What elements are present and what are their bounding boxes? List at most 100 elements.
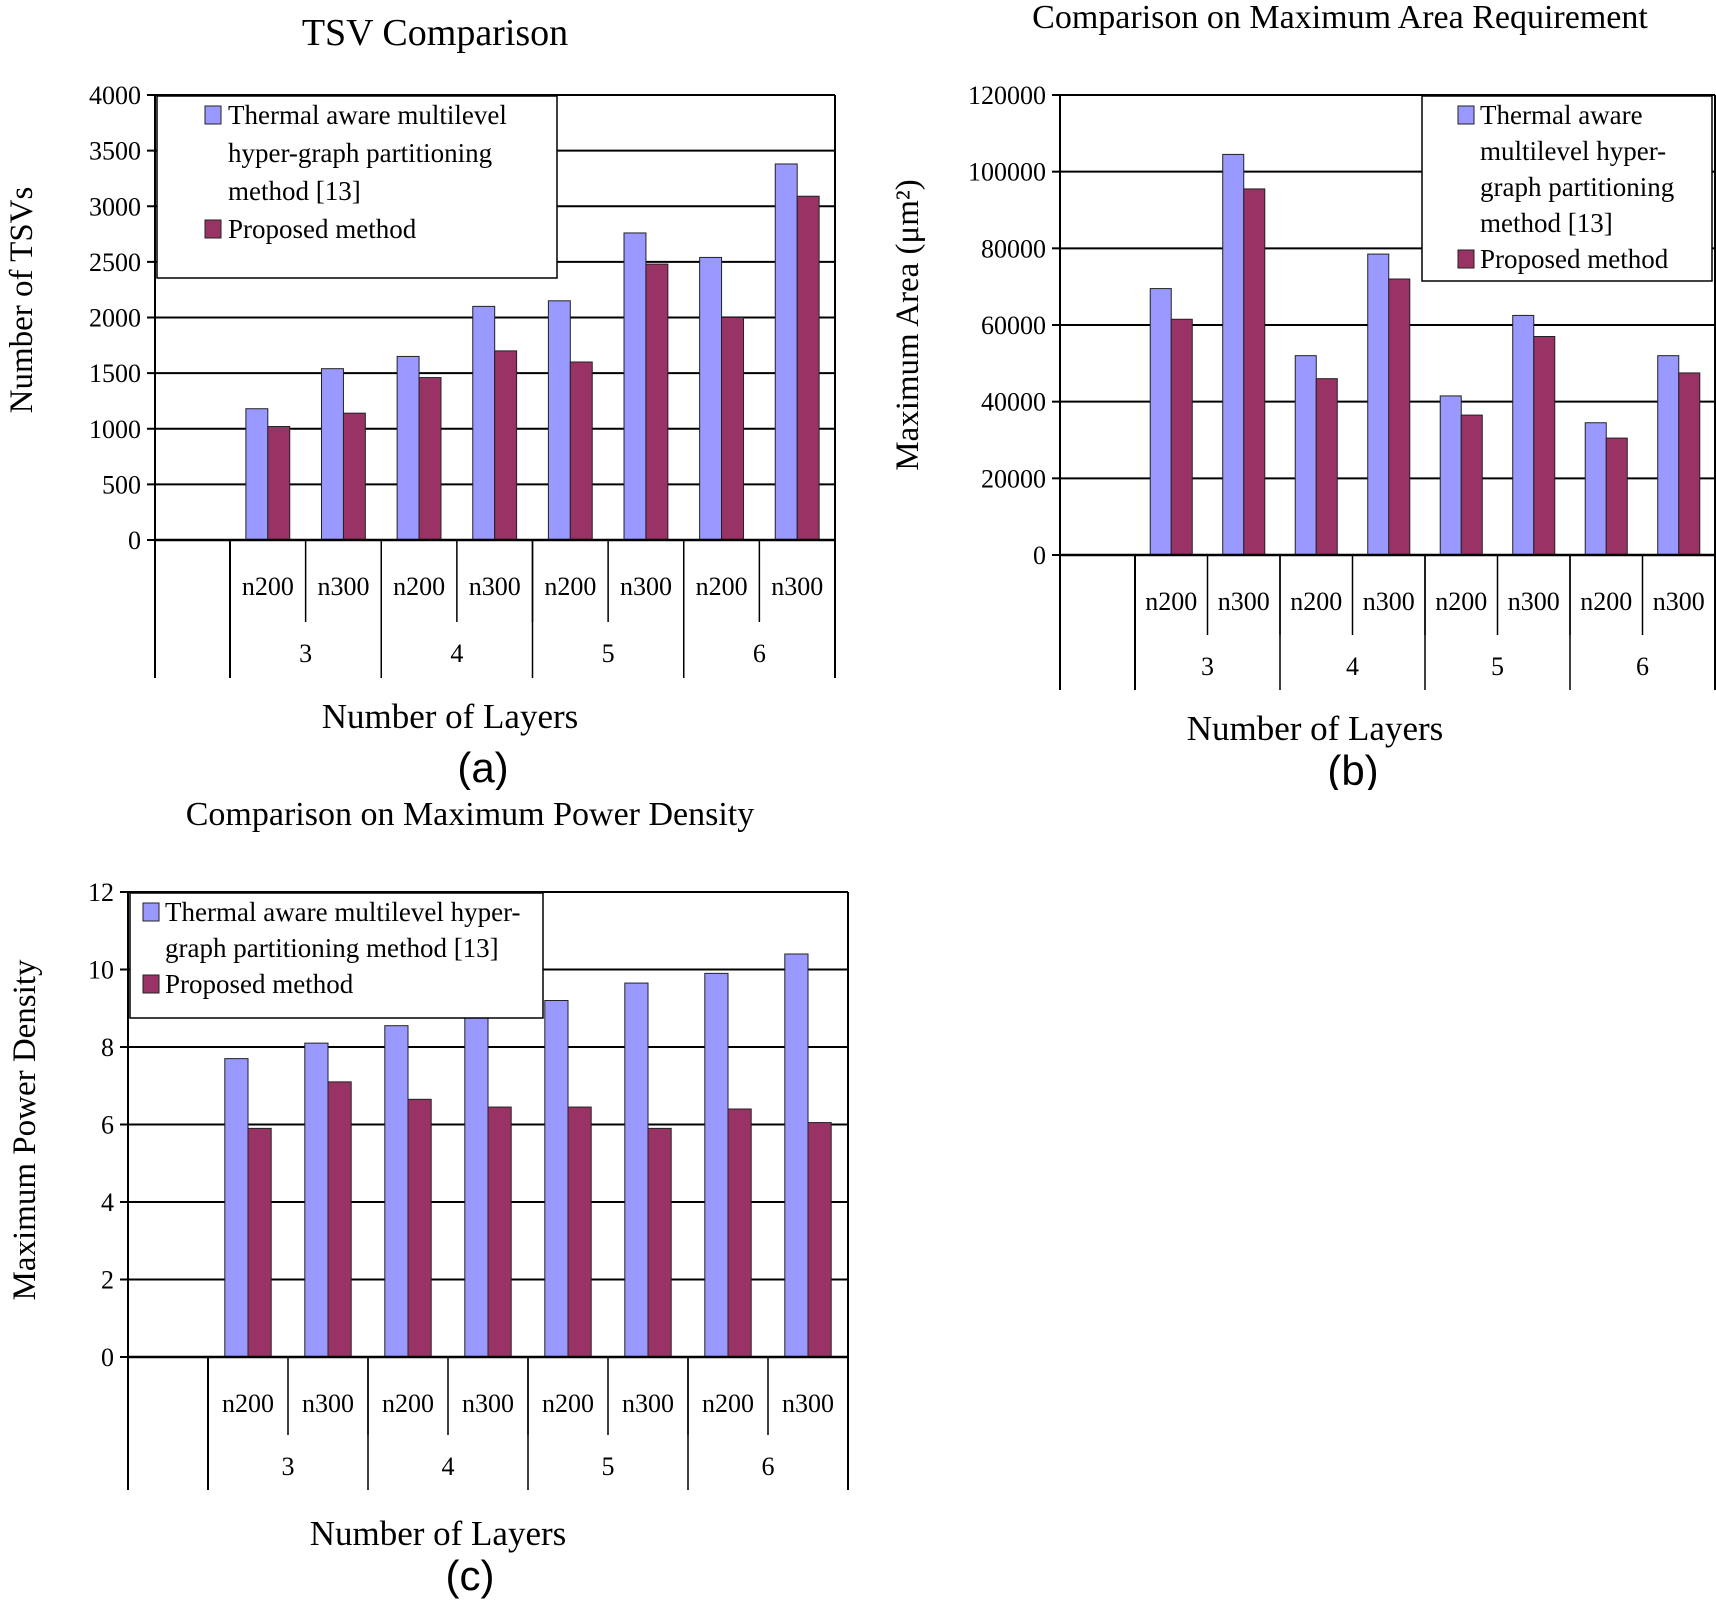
y-tick-label: 2 bbox=[101, 1266, 114, 1295]
x-category-label: n200 bbox=[382, 1389, 434, 1418]
legend-text: Proposed method bbox=[228, 214, 417, 244]
x-group-label: 3 bbox=[299, 639, 312, 668]
x-category-label: n200 bbox=[1290, 587, 1342, 616]
x-category-label: n200 bbox=[1580, 587, 1632, 616]
x-category-label: n300 bbox=[771, 572, 823, 601]
legend-text: hyper-graph partitioning bbox=[228, 138, 492, 168]
legend-text: graph partitioning bbox=[1480, 172, 1674, 202]
legend-swatch-series-1 bbox=[1457, 105, 1475, 125]
bar-series-1 bbox=[224, 1058, 249, 1358]
y-tick-label: 100000 bbox=[968, 158, 1046, 187]
legend-text: Thermal aware multilevel bbox=[228, 100, 507, 130]
bar-series-2 bbox=[1533, 336, 1556, 556]
y-axis-label: Maximum Power Density bbox=[7, 959, 43, 1300]
chart-a: TSV Comparison40003500300025002000150010… bbox=[4, 12, 836, 790]
x-group-label: 5 bbox=[602, 1452, 615, 1481]
legend-text: method [13] bbox=[228, 176, 361, 206]
chart-b: Comparison on Maximum Area Requirement 12… bbox=[890, 0, 1716, 790]
bar-series-2 bbox=[487, 1106, 512, 1358]
chart-title: Comparison on Maximum Area Requirement bbox=[1032, 0, 1648, 36]
bar-series-1 bbox=[547, 300, 571, 541]
bar-series-2 bbox=[327, 1081, 352, 1358]
bar-series-1 bbox=[304, 1042, 329, 1358]
bar-series-2 bbox=[647, 1127, 672, 1358]
bar-series-2 bbox=[727, 1108, 752, 1358]
x-category-label: n300 bbox=[317, 572, 369, 601]
legend-text: Thermal aware bbox=[1480, 100, 1643, 130]
y-axis-label: Maximum Area (μm²) bbox=[890, 179, 926, 471]
bar-series-2 bbox=[418, 377, 442, 541]
bar-series-1 bbox=[544, 1000, 569, 1358]
bar-series-2 bbox=[407, 1098, 432, 1358]
x-category-label: n300 bbox=[302, 1389, 354, 1418]
x-category-label: n200 bbox=[702, 1389, 754, 1418]
legend-box bbox=[129, 892, 544, 1019]
x-category-label: n200 bbox=[1435, 587, 1487, 616]
x-category-label: n200 bbox=[393, 572, 445, 601]
bar-series-1 bbox=[1149, 288, 1172, 556]
legend-swatch-series-1 bbox=[142, 902, 160, 922]
y-tick-label: 60000 bbox=[981, 311, 1046, 340]
y-tick-label: 120000 bbox=[968, 81, 1046, 110]
bar-series-2 bbox=[1460, 414, 1483, 556]
legend-text: Proposed method bbox=[1480, 244, 1669, 274]
chart-title: Comparison on Maximum Power Density bbox=[186, 796, 755, 833]
bar-series-2 bbox=[569, 361, 593, 541]
bar-series-2 bbox=[1678, 372, 1701, 556]
legend-swatch-series-2 bbox=[204, 219, 222, 239]
bar-series-2 bbox=[721, 317, 744, 541]
y-tick-label: 20000 bbox=[981, 464, 1046, 493]
y-tick-label: 6 bbox=[101, 1111, 114, 1140]
y-tick-label: 0 bbox=[1033, 541, 1046, 570]
bar-series-1 bbox=[623, 232, 647, 541]
x-category-label: n300 bbox=[620, 572, 672, 601]
x-category-label: n300 bbox=[1508, 587, 1560, 616]
y-tick-label: 1500 bbox=[89, 359, 141, 388]
x-category-label: n200 bbox=[544, 572, 596, 601]
legend-text: Proposed method bbox=[165, 969, 354, 999]
y-tick-label: 0 bbox=[101, 1343, 114, 1372]
x-group-label: 6 bbox=[753, 639, 766, 668]
x-group-label: 6 bbox=[1636, 652, 1649, 681]
bar-series-2 bbox=[796, 195, 820, 541]
bar-series-2 bbox=[1388, 278, 1411, 556]
y-tick-label: 0 bbox=[128, 526, 141, 555]
x-axis-label: Number of Layers bbox=[322, 697, 579, 736]
y-tick-label: 40000 bbox=[981, 388, 1046, 417]
panel-label: (c) bbox=[446, 1552, 495, 1599]
bar-series-1 bbox=[699, 256, 723, 541]
bar-series-1 bbox=[1657, 355, 1680, 556]
y-tick-label: 1000 bbox=[89, 415, 141, 444]
bar-series-2 bbox=[645, 263, 669, 541]
x-category-label: n300 bbox=[1363, 587, 1415, 616]
bar-series-2 bbox=[1315, 378, 1338, 556]
bar-series-2 bbox=[1243, 188, 1266, 556]
x-group-label: 4 bbox=[1346, 652, 1359, 681]
bar-series-1 bbox=[245, 408, 269, 541]
legend-box bbox=[156, 95, 558, 279]
bar-series-2 bbox=[1605, 437, 1628, 556]
legend-text: graph partitioning method [13] bbox=[165, 933, 499, 963]
chart-title: TSV Comparison bbox=[302, 12, 568, 54]
x-category-label: n200 bbox=[542, 1389, 594, 1418]
x-category-label: n200 bbox=[222, 1389, 274, 1418]
chart-c: Comparison on Maximum Power Density 12 10 8… bbox=[7, 796, 849, 1599]
y-tick-label: 80000 bbox=[981, 234, 1046, 263]
bar-series-2 bbox=[247, 1127, 272, 1358]
y-tick-label: 4000 bbox=[89, 81, 141, 110]
x-category-label: n300 bbox=[622, 1389, 674, 1418]
y-tick-label: 2000 bbox=[89, 304, 141, 333]
x-category-label: n200 bbox=[1145, 587, 1197, 616]
legend-swatch-series-1 bbox=[204, 105, 222, 125]
x-category-label: n200 bbox=[696, 572, 748, 601]
bar-series-1 bbox=[704, 972, 729, 1358]
bar-series-1 bbox=[1222, 153, 1245, 556]
legend-text: Thermal aware multilevel hyper- bbox=[165, 897, 521, 927]
bar-series-1 bbox=[472, 305, 496, 541]
legend-swatch-series-2 bbox=[142, 974, 160, 994]
x-category-label: n200 bbox=[242, 572, 294, 601]
bar-series-1 bbox=[774, 163, 798, 541]
x-category-label: n300 bbox=[1653, 587, 1705, 616]
bar-series-1 bbox=[1367, 253, 1390, 556]
legend-text: multilevel hyper- bbox=[1480, 136, 1666, 166]
